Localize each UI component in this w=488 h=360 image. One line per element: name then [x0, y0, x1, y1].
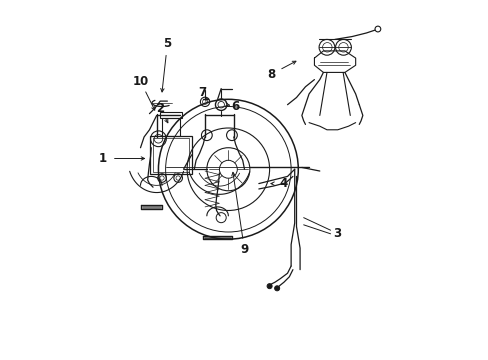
Text: 1: 1	[99, 152, 107, 165]
Circle shape	[374, 26, 380, 32]
Text: 2: 2	[156, 102, 164, 115]
Bar	[150, 136, 191, 174]
Bar	[153, 138, 188, 172]
Bar	[162, 118, 180, 136]
Circle shape	[206, 148, 249, 191]
Circle shape	[274, 286, 279, 291]
Text: 9: 9	[240, 243, 248, 256]
Text: 7: 7	[198, 86, 206, 99]
Text: 10: 10	[132, 75, 148, 88]
Text: 8: 8	[267, 68, 275, 81]
Text: 4: 4	[279, 177, 287, 190]
Text: 3: 3	[333, 227, 341, 240]
Bar	[160, 112, 182, 118]
Text: 6: 6	[231, 100, 239, 113]
Circle shape	[266, 284, 271, 289]
Text: 5: 5	[163, 37, 171, 50]
